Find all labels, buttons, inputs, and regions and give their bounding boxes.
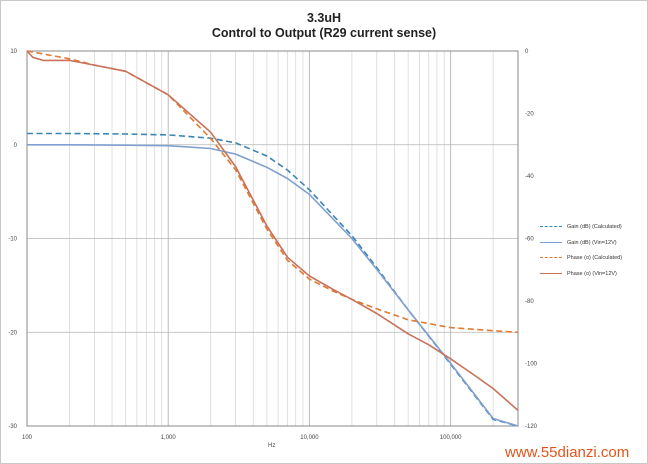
- y-left-tick-label: 10: [10, 49, 17, 55]
- y-left-tick-label: -30: [8, 424, 17, 430]
- legend-swatch-phase-calculated: [540, 257, 562, 258]
- legend-swatch-gain-measured: [540, 241, 562, 243]
- y-left-tick-label: -10: [8, 237, 17, 243]
- y-right-tick-label: -60: [525, 237, 534, 243]
- series-line-gain-measured: [27, 144, 519, 427]
- x-tick-label: 1,000: [161, 435, 177, 441]
- y-right-tick-label: -80: [525, 299, 534, 305]
- chart-title: 3.3uH: [306, 11, 342, 25]
- y-left-tick-label: 0: [14, 143, 18, 149]
- plot-border: [26, 50, 519, 427]
- series-line-phase-measured: [26, 50, 519, 412]
- legend-swatch-gain-calculated: [540, 226, 562, 227]
- series-lines: [26, 50, 519, 427]
- legend-label: Gain (dB) (Vin=12V): [567, 239, 617, 246]
- x-tick-label: 100: [22, 435, 33, 441]
- y-right-tick-label: -40: [525, 174, 534, 180]
- plot-axes: [26, 50, 519, 427]
- y-right-tick-label: -120: [525, 424, 538, 430]
- legend-swatch-phase-measured: [540, 272, 562, 274]
- legend-label: Gain (dB) (Calculated): [567, 224, 622, 230]
- y-right-tick-label: 0: [525, 49, 529, 55]
- legend-label: Phase (o) (Vin=12V): [567, 270, 617, 277]
- site-watermark: www.55dianzi.com: [505, 444, 630, 461]
- x-tick-label: 100,000: [440, 435, 462, 441]
- y-right-tick-label: -20: [525, 112, 534, 118]
- x-axis-label: Hz: [268, 443, 276, 449]
- legend-label: Phase (o) (Calculated): [567, 255, 623, 261]
- y-left-tick-label: -20: [8, 330, 17, 336]
- chart-subtitle: Control to Output (R29 current sense): [211, 26, 437, 40]
- x-tick-label: 10,000: [300, 435, 319, 441]
- y-right-tick-label: -100: [525, 362, 538, 368]
